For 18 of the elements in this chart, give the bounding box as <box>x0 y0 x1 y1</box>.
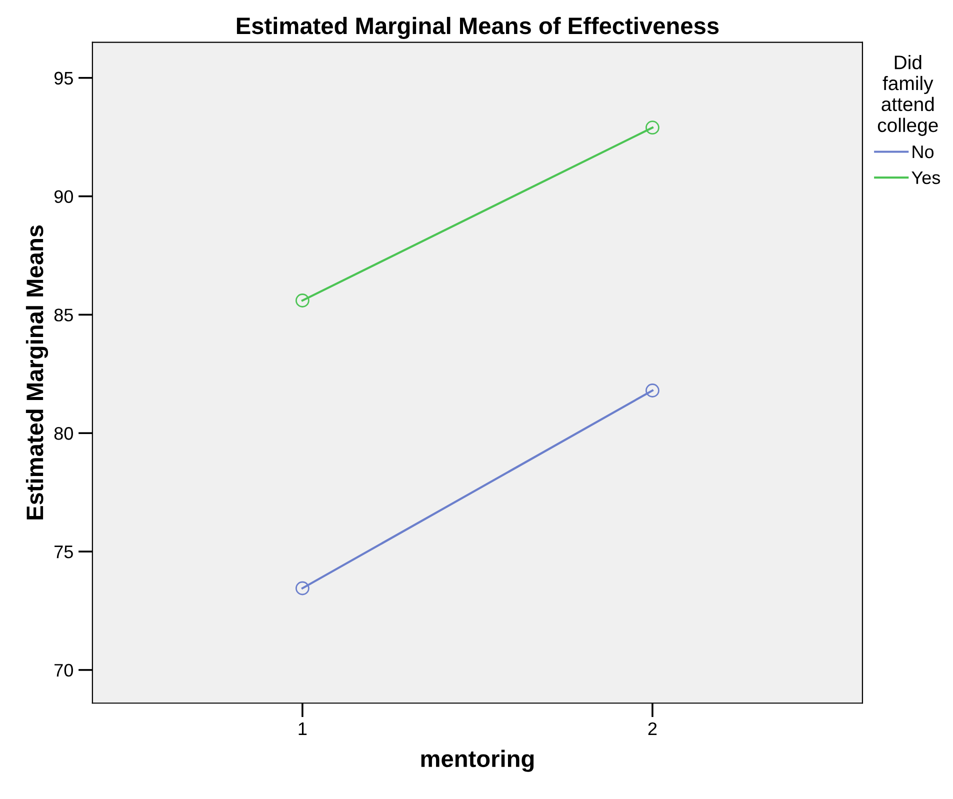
y-tick-label: 90 <box>54 190 73 204</box>
x-tick-label: 1 <box>298 722 307 735</box>
y-axis-title: Estimated Marginal Means <box>26 225 48 520</box>
x-tick-label: 2 <box>648 722 657 735</box>
chart-title: Estimated Marginal Means of Effectiveness <box>236 16 719 40</box>
y-tick-label: 85 <box>54 308 73 322</box>
legend-title: Did family attend college <box>878 54 938 136</box>
point <box>646 120 660 135</box>
y-tick-label: 75 <box>54 546 73 558</box>
legend-label: Yes <box>912 171 940 184</box>
point <box>296 294 310 308</box>
legend-label: No <box>912 146 934 158</box>
y-tick-label: 70 <box>54 664 73 677</box>
point <box>646 384 660 398</box>
x-axis-title: mentoring <box>421 750 534 772</box>
point <box>296 581 310 596</box>
y-tick-label: 80 <box>54 427 73 440</box>
y-tick-label: 95 <box>54 72 73 85</box>
